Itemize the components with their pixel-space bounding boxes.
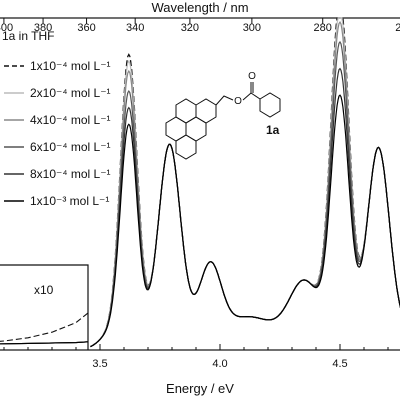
x2-tick-label: 260 — [395, 22, 400, 34]
pyrene-ring-5 — [185, 116, 207, 142]
carbonyl-bond — [250, 82, 254, 93]
carbonyl-oxygen-label: O — [248, 71, 256, 82]
x2-tick-label: 360 — [77, 22, 95, 34]
legend-entry: 2x10⁻⁴ mol L⁻¹ — [30, 86, 111, 100]
x-tick-label: 4.0 — [212, 358, 227, 370]
x-tick-label: 4.5 — [332, 358, 347, 370]
series-layer — [0, 17, 400, 348]
series-inset-line — [0, 341, 89, 345]
series-line — [90, 94, 400, 348]
ester-oxygen-label: O — [234, 96, 242, 107]
legend-entry: 8x10⁻⁴ mol L⁻¹ — [30, 167, 111, 181]
pyrene-ring-2 — [195, 98, 217, 124]
x2-tick-label: 300 — [243, 22, 261, 34]
legend-title: 1a in THF — [2, 29, 54, 43]
x-axis-title: Energy / eV — [166, 381, 234, 396]
series-inset-line — [0, 312, 89, 342]
pyrene-ring-4 — [175, 134, 197, 160]
molecule-structure — [165, 82, 281, 160]
compound-label: 1a — [266, 123, 280, 137]
inset-label: x10 — [34, 283, 54, 297]
x2-tick-label: 400 — [0, 22, 13, 34]
legend-entry: 1x10⁻⁴ mol L⁻¹ — [30, 59, 111, 73]
x2-tick-label: 380 — [34, 22, 52, 34]
x2-tick-label: 340 — [126, 22, 144, 34]
ch2-linker — [215, 95, 234, 106]
legend-entry: 6x10⁻⁴ mol L⁻¹ — [30, 140, 111, 154]
x2-axis-title: Wavelength / nm — [151, 0, 248, 15]
x2-axis-ticks: 400 380 360 340 320 300 280 260 — [0, 18, 400, 34]
x2-tick-label: 320 — [181, 22, 199, 34]
inset-border — [0, 264, 89, 350]
x-tick-label: 3.5 — [92, 358, 107, 370]
benzoyl-ring — [259, 92, 281, 118]
pyrene-ring-1 — [175, 98, 197, 124]
inset-box — [0, 264, 89, 350]
legend-entry: 1x10⁻³ mol L⁻¹ — [30, 194, 109, 208]
x2-tick-label: 280 — [314, 22, 332, 34]
legend: 1a in THF 1x10⁻⁴ mol L⁻¹ 2x10⁻⁴ mol L⁻¹ 4x1… — [2, 29, 111, 208]
x-axis-ticks: 3.5 4.0 4.5 — [3, 344, 389, 370]
pyrene-ring-3 — [165, 116, 187, 142]
ester-bond — [242, 92, 261, 101]
legend-entry: 4x10⁻⁴ mol L⁻¹ — [30, 113, 111, 127]
